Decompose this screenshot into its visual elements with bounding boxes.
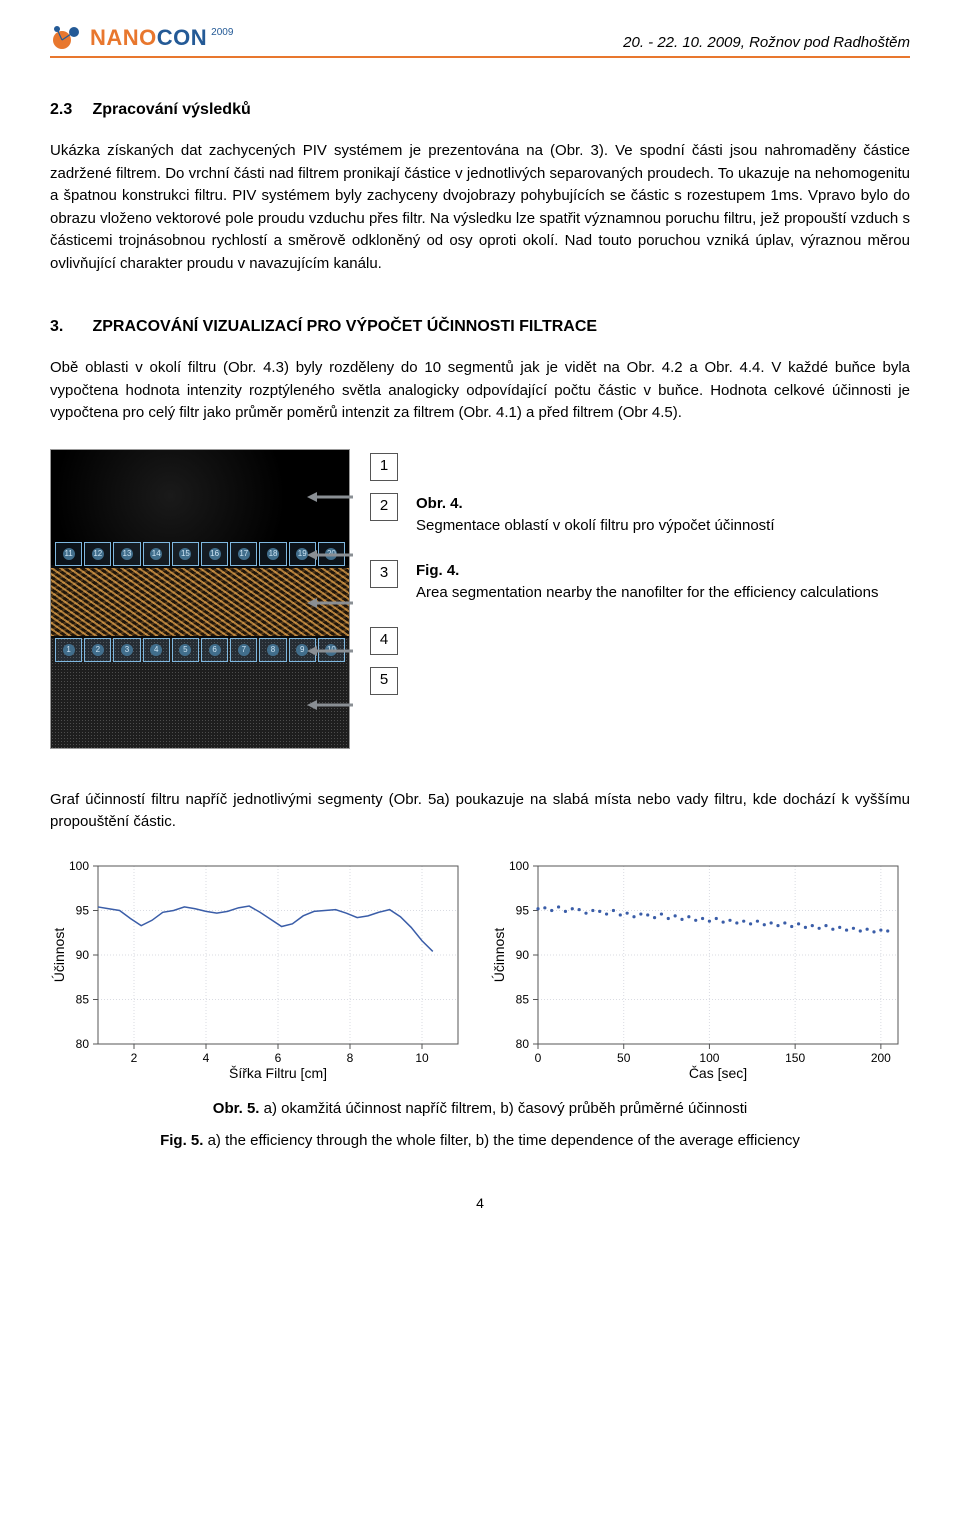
arrow-icon (307, 700, 357, 710)
logo: NANOCON 2009 (50, 20, 233, 54)
section-3-heading: 3. ZPRACOVÁNÍ VIZUALIZACÍ PRO VÝPOČET ÚČ… (50, 315, 910, 339)
section-3-num: 3. (50, 315, 88, 339)
segment-cell: 15 (172, 542, 199, 566)
svg-text:50: 50 (617, 1051, 631, 1065)
segment-cell: 13 (113, 542, 140, 566)
svg-text:10: 10 (415, 1051, 429, 1065)
figure-4-caption-en-title: Fig. 4. (416, 562, 459, 579)
svg-text:6: 6 (275, 1051, 282, 1065)
svg-text:8: 8 (347, 1051, 354, 1065)
figure-4-box-3: 3 (370, 560, 398, 588)
svg-text:200: 200 (871, 1051, 891, 1065)
segment-cell: 8 (259, 638, 286, 662)
segment-cell: 12 (84, 542, 111, 566)
figure-5-charts: 2 4 6 8 10 80 85 90 95 100 Šířka Filtru [cm] Účinno… (50, 854, 910, 1084)
figure-4-caption-cz-title: Obr. 4. (416, 495, 463, 512)
figure-4: 11121314151617181920 12345678910 1 2 Obr… (50, 449, 910, 749)
svg-text:100: 100 (509, 859, 529, 873)
segment-cell: 6 (201, 638, 228, 662)
header-date-location: 20. - 22. 10. 2009, Rožnov pod Radhoštěm (623, 32, 910, 55)
svg-text:85: 85 (76, 992, 90, 1006)
arrow-icon (307, 550, 357, 560)
segment-cell: 7 (230, 638, 257, 662)
svg-text:80: 80 (76, 1037, 90, 1051)
segment-cell: 4 (143, 638, 170, 662)
figure-4-caption-cz-desc: Segmentace oblastí v okolí filtru pro vý… (416, 515, 879, 538)
svg-text:100: 100 (699, 1051, 719, 1065)
figure-4-caption-en: Fig. 4. Area segmentation nearby the nan… (416, 560, 879, 615)
figure-4-caption-en-desc: Area segmentation nearby the nanofilter … (416, 582, 879, 605)
section-2-3-num: 2.3 (50, 98, 88, 122)
chart-a: 2 4 6 8 10 80 85 90 95 100 Šířka Filtru [cm] Účinno… (50, 854, 470, 1084)
figure-4-label-boxes: 1 2 Obr. 4. Segmentace oblastí v okolí f… (370, 453, 879, 695)
logo-word-con: CON (157, 25, 207, 50)
figure-4-box-1: 1 (370, 453, 398, 481)
section-2-3-title: Zpracování výsledků (92, 101, 250, 118)
segment-cell: 5 (172, 638, 199, 662)
svg-text:4: 4 (203, 1051, 210, 1065)
section-2-3-paragraph: Ukázka získaných dat zachycených PIV sys… (50, 140, 910, 275)
segment-cell: 2 (84, 638, 111, 662)
arrow-icon (307, 598, 357, 608)
svg-text:95: 95 (516, 903, 530, 917)
svg-text:85: 85 (516, 992, 530, 1006)
svg-text:Účinnost: Účinnost (51, 927, 67, 982)
svg-text:100: 100 (69, 859, 89, 873)
figure-5-caption-en: Fig. 5. a) the efficiency through the wh… (50, 1130, 910, 1153)
figure-5-caption-cz-desc: a) okamžitá účinnost napříč filtrem, b) … (259, 1100, 747, 1117)
svg-text:Čas [sec]: Čas [sec] (689, 1065, 747, 1081)
svg-text:0: 0 (535, 1051, 542, 1065)
svg-text:90: 90 (516, 948, 530, 962)
segment-cell: 1 (55, 638, 82, 662)
logo-text: NANOCON 2009 (90, 21, 233, 54)
arrow-icon (307, 646, 357, 656)
section-3-title: ZPRACOVÁNÍ VIZUALIZACÍ PRO VÝPOČET ÚČINN… (92, 318, 597, 335)
svg-text:80: 80 (516, 1037, 530, 1051)
figure-4-box-5: 5 (370, 667, 398, 695)
segment-cell: 17 (230, 542, 257, 566)
figure-4-image: 11121314151617181920 12345678910 (50, 449, 350, 749)
section-3-paragraph: Obě oblasti v okolí filtru (Obr. 4.3) by… (50, 357, 910, 425)
segment-cell: 11 (55, 542, 82, 566)
section-2-3-heading: 2.3 Zpracování výsledků (50, 98, 910, 122)
chart-b: 05010015020080859095100Čas [sec]Účinnost (490, 854, 910, 1084)
svg-text:90: 90 (76, 948, 90, 962)
page-header: NANOCON 2009 20. - 22. 10. 2009, Rožnov … (50, 20, 910, 58)
figure-4-bottom-segments: 12345678910 (55, 638, 345, 662)
page-number: 4 (50, 1193, 910, 1214)
figure-5-caption-en-title: Fig. 5. (160, 1132, 203, 1149)
svg-text:95: 95 (76, 903, 90, 917)
figure-5-captions: Obr. 5. a) okamžitá účinnost napříč filt… (50, 1098, 910, 1153)
logo-year: 2009 (211, 25, 233, 40)
svg-text:Šířka Filtru [cm]: Šířka Filtru [cm] (229, 1065, 327, 1081)
figure-4-filter-band (51, 568, 349, 636)
figure-4-box-2: 2 (370, 493, 398, 521)
svg-text:150: 150 (785, 1051, 805, 1065)
paragraph-after-fig4: Graf účinností filtru napříč jednotlivým… (50, 789, 910, 834)
svg-text:Účinnost: Účinnost (491, 927, 507, 982)
figure-4-top-segments: 11121314151617181920 (55, 542, 345, 566)
svg-text:2: 2 (131, 1051, 138, 1065)
figure-5-caption-cz: Obr. 5. a) okamžitá účinnost napříč filt… (50, 1098, 910, 1121)
segment-cell: 18 (259, 542, 286, 566)
figure-5-caption-cz-title: Obr. 5. (213, 1100, 260, 1117)
logo-icon (50, 20, 84, 54)
figure-4-box-4: 4 (370, 627, 398, 655)
arrow-icon (307, 492, 357, 502)
segment-cell: 16 (201, 542, 228, 566)
segment-cell: 3 (113, 638, 140, 662)
figure-4-caption-cz: Obr. 4. Segmentace oblastí v okolí filtr… (416, 493, 879, 548)
segment-cell: 14 (143, 542, 170, 566)
logo-word-nano: NANO (90, 25, 157, 50)
figure-5-caption-en-desc: a) the efficiency through the whole filt… (203, 1132, 799, 1149)
